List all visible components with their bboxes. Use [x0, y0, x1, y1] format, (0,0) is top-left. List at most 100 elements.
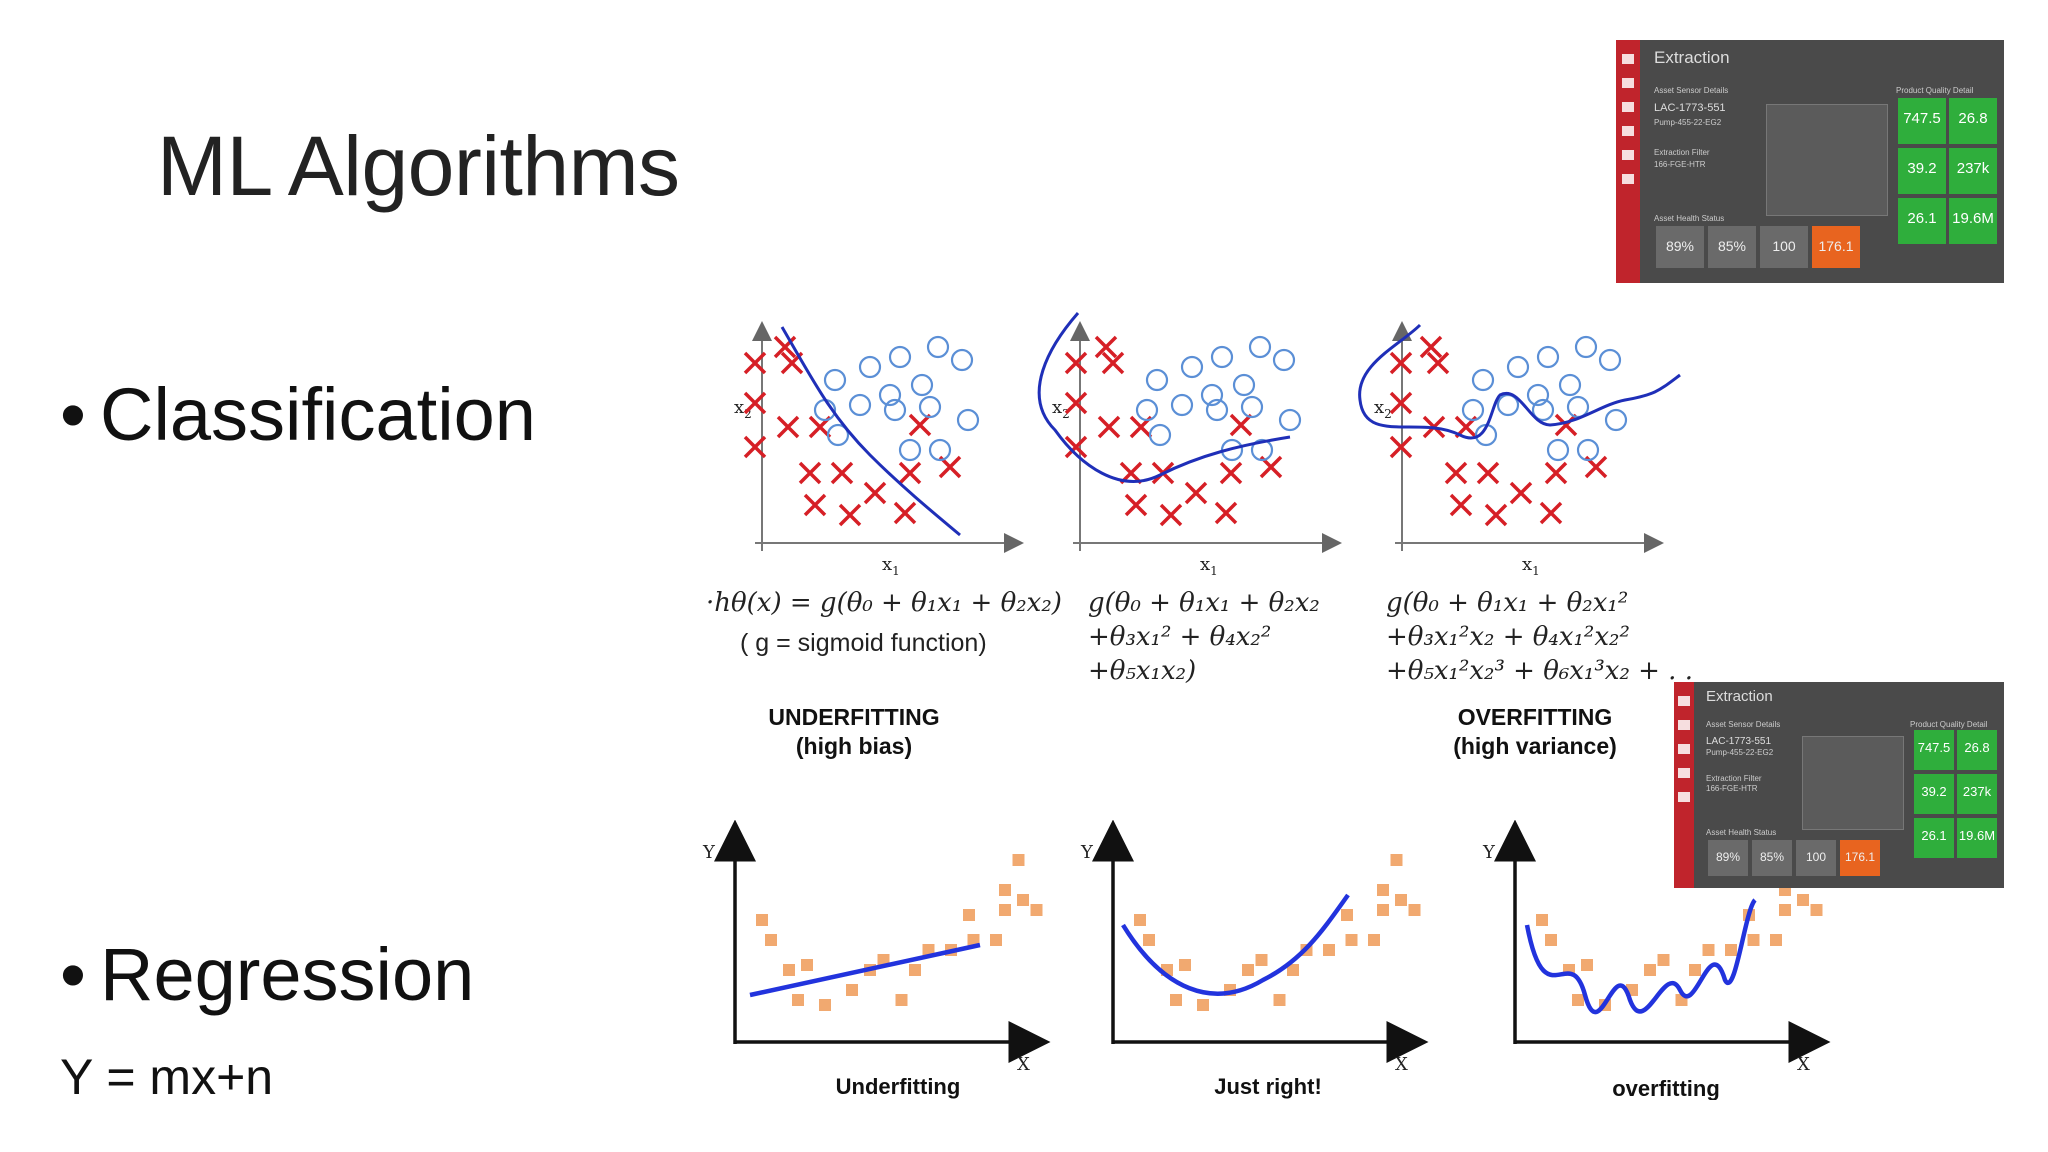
y-axis-label: x2 — [1052, 397, 1070, 421]
panel2-formula-line: +θ₃x₁² + θ₄x₂² — [1088, 622, 1271, 652]
fit-curve — [749, 942, 981, 998]
decision-boundary — [780, 326, 961, 537]
cross-marker — [776, 415, 800, 439]
bullet-marker: • — [60, 373, 86, 456]
dashboard-sidebar — [1616, 40, 1640, 283]
data-point — [765, 934, 777, 946]
cross-marker — [908, 413, 932, 437]
cross-marker — [1229, 413, 1253, 437]
y-axis-subscript: 2 — [744, 407, 752, 421]
decision-boundary — [1358, 323, 1681, 440]
y-axis-label: Y — [702, 842, 716, 863]
data-point — [1030, 904, 1043, 916]
data-point — [819, 999, 831, 1011]
data-point — [1536, 914, 1548, 926]
circle-marker — [1250, 438, 1274, 462]
data-point — [1390, 854, 1403, 866]
kpi-tile: 237k — [1949, 148, 1997, 194]
health-stat: 85% — [1708, 226, 1756, 268]
circle-marker — [1205, 398, 1229, 422]
circle-marker — [848, 393, 872, 417]
dashboard-filter: Extraction Filter — [1706, 774, 1762, 783]
y-axis-label: Y — [1482, 842, 1496, 863]
dashboard-title: Extraction — [1706, 688, 1773, 705]
data-point — [1345, 934, 1358, 946]
data-point — [1702, 944, 1715, 956]
machine-image — [1766, 104, 1888, 216]
data-point — [1572, 994, 1584, 1006]
panel3-caption: OVERFITTING — [1458, 704, 1613, 730]
health-stat: 89% — [1708, 840, 1748, 876]
circle-marker — [950, 348, 974, 372]
circle-marker — [1536, 345, 1560, 369]
circle-marker — [926, 335, 950, 359]
kpi-tile: 26.1 — [1914, 818, 1954, 858]
data-point — [1255, 954, 1268, 966]
panel1-formula-line: ·hθ(x) = g(θ₀ + θ₁x₁ + θ₂x₂) — [706, 588, 1062, 618]
cross-marker — [1449, 493, 1473, 517]
kpi-tile: 747.5 — [1898, 98, 1946, 144]
circle-marker — [1546, 438, 1570, 462]
cross-marker — [1544, 461, 1568, 485]
data-point — [1581, 959, 1593, 971]
x-axis-label: X — [1797, 1054, 1810, 1075]
data-point — [1323, 944, 1335, 956]
circle-marker — [1531, 398, 1555, 422]
panel1-caption-sub: (high bias) — [796, 733, 912, 759]
y-axis-label: x2 — [1374, 397, 1392, 421]
classification-panel: x1 x2 — [1037, 312, 1342, 578]
circle-marker — [1240, 395, 1264, 419]
panel3-formula-line: +θ₃x₁²x₂ + θ₄x₁²x₂² — [1386, 622, 1630, 652]
data-point — [1287, 964, 1299, 976]
data-point — [792, 994, 804, 1006]
circle-marker — [1232, 373, 1256, 397]
data-point — [909, 964, 921, 976]
circle-marker — [910, 373, 934, 397]
kpi-tile: 26.8 — [1949, 98, 1997, 144]
y-axis-subscript: 2 — [1384, 407, 1392, 421]
cross-marker — [898, 461, 922, 485]
y-axis-subscript: 2 — [1062, 407, 1070, 421]
data-point — [1179, 959, 1191, 971]
dashboard-device-id: LAC-1773-551 — [1654, 102, 1726, 114]
cross-marker — [1476, 461, 1500, 485]
data-point — [1395, 894, 1407, 906]
data-point — [756, 914, 768, 926]
data-point — [1242, 964, 1254, 976]
dashboard-thumbnail: Extraction Asset Sensor Details Product … — [1616, 40, 2004, 283]
health-stat-alert: 176.1 — [1840, 840, 1880, 876]
data-point — [1017, 894, 1029, 906]
data-point — [1377, 884, 1389, 896]
data-point — [1747, 934, 1760, 946]
data-point — [1810, 904, 1823, 916]
dashboard-health-label: Asset Health Status — [1654, 214, 1725, 223]
data-point — [963, 909, 975, 921]
bullet-label: Classification — [100, 373, 536, 456]
cross-marker — [1539, 501, 1563, 525]
kpi-tile: 19.6M — [1949, 198, 1997, 244]
circle-marker — [1170, 393, 1194, 417]
data-point — [1143, 934, 1155, 946]
cross-marker — [1509, 481, 1533, 505]
data-point — [895, 994, 908, 1006]
bullet-marker: • — [60, 933, 86, 1016]
data-point — [990, 934, 1002, 946]
cross-marker — [773, 335, 797, 359]
health-stat-alert: 176.1 — [1812, 226, 1860, 268]
classification-panel: x1 x2 — [1358, 321, 1681, 578]
panel3-formula-line: g(θ₀ + θ₁x₁ + θ₂x₁² — [1386, 588, 1628, 618]
circle-marker — [1471, 368, 1495, 392]
cross-marker — [1064, 391, 1088, 415]
circle-marker — [823, 368, 847, 392]
cross-marker — [1159, 503, 1183, 527]
circle-marker — [1148, 423, 1172, 447]
regression-panel: XY — [702, 820, 1051, 1075]
circle-marker — [1526, 383, 1550, 407]
data-point — [1377, 904, 1389, 916]
fit-curve — [1524, 898, 1757, 1015]
circle-marker — [1248, 335, 1272, 359]
cross-marker — [1389, 391, 1413, 415]
health-stat: 85% — [1752, 840, 1792, 876]
cross-marker — [1389, 435, 1413, 459]
